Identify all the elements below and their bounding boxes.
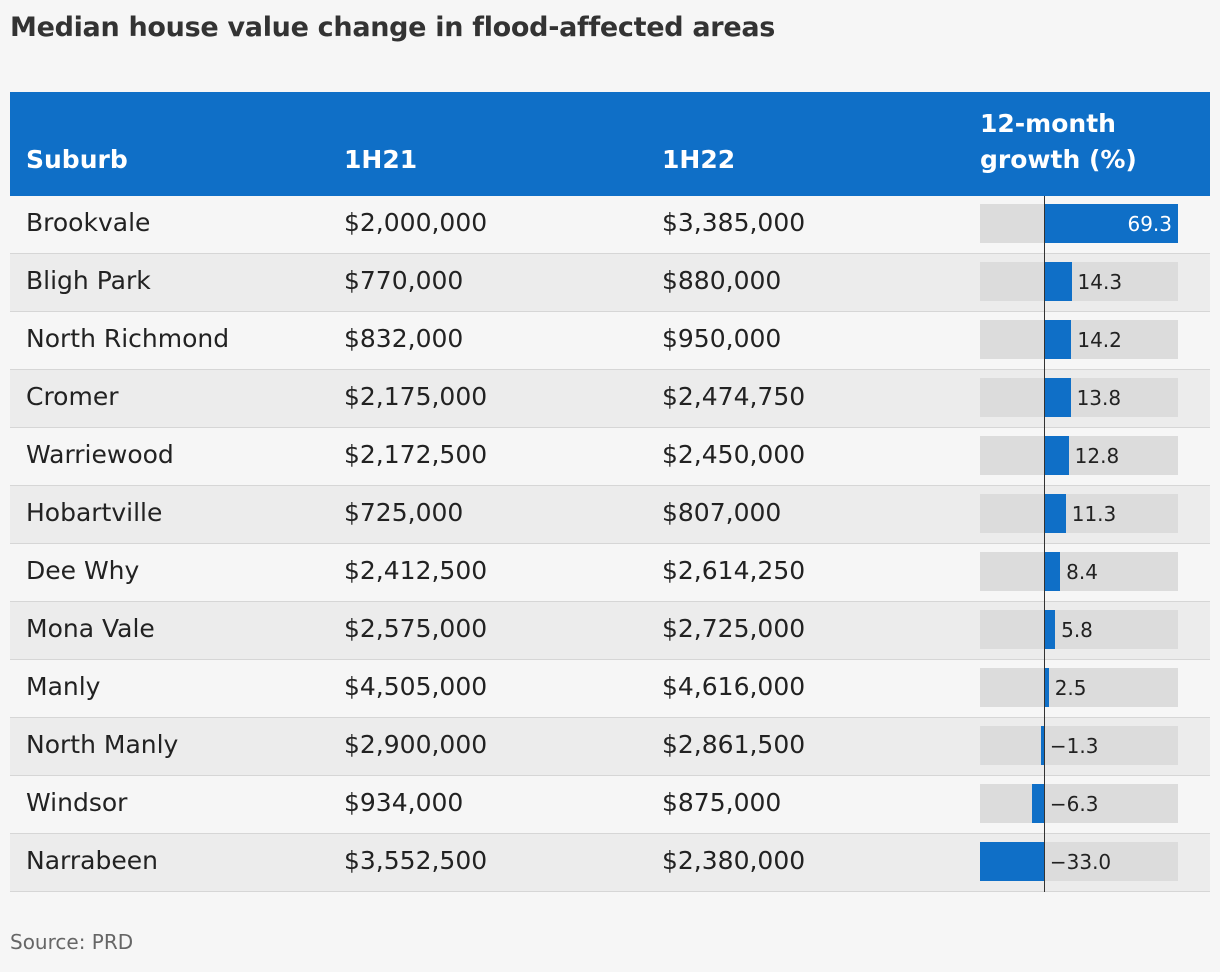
value-1h22-cell: $2,474,750 <box>662 382 806 411</box>
value-1h21-cell: $4,505,000 <box>344 672 488 701</box>
value-1h21-cell: $832,000 <box>344 324 464 353</box>
growth-bar-track: −6.3 <box>980 784 1178 823</box>
table-row: North Manly $2,900,000 $2,861,500 −1.3 <box>10 718 1210 776</box>
growth-bar-track: −1.3 <box>980 726 1178 765</box>
growth-value-label: 2.5 <box>1054 676 1087 700</box>
value-1h22-cell: $2,861,500 <box>662 730 806 759</box>
suburb-cell: Brookvale <box>26 208 151 237</box>
growth-value-label: 69.3 <box>1127 212 1172 236</box>
growth-value-label: 14.3 <box>1077 270 1123 294</box>
table-header: Suburb 1H21 1H22 12-month growth (%) <box>10 92 1210 196</box>
suburb-cell: Warriewood <box>26 440 174 469</box>
growth-bar <box>1043 494 1066 533</box>
value-1h22-cell: $4,616,000 <box>662 672 806 701</box>
growth-bar-track: −33.0 <box>980 842 1178 881</box>
source-note: Source: PRD <box>10 930 134 954</box>
table-row: Dee Why $2,412,500 $2,614,250 8.4 <box>10 544 1210 602</box>
table-body: Brookvale $2,000,000 $3,385,000 69.3 Bligh P… <box>10 196 1210 892</box>
table-row: Bligh Park $770,000 $880,000 14.3 <box>10 254 1210 312</box>
growth-bar-track: 13.8 <box>980 378 1178 417</box>
table-row: Hobartville $725,000 $807,000 11.3 <box>10 486 1210 544</box>
growth-value-label: 5.8 <box>1061 618 1093 642</box>
table-row: Brookvale $2,000,000 $3,385,000 69.3 <box>10 196 1210 254</box>
column-header-1h21: 1H21 <box>344 145 418 174</box>
suburb-cell: Dee Why <box>26 556 140 585</box>
column-header-suburb: Suburb <box>26 145 128 174</box>
table-row: Warriewood $2,172,500 $2,450,000 12.8 <box>10 428 1210 486</box>
growth-value-label: −1.3 <box>1049 734 1099 758</box>
growth-value-label: 8.4 <box>1066 560 1098 584</box>
growth-value-label: 11.3 <box>1071 502 1117 526</box>
growth-value-label: −33.0 <box>1049 850 1112 874</box>
suburb-cell: Bligh Park <box>26 266 151 295</box>
suburb-cell: Mona Vale <box>26 614 155 643</box>
growth-value-label: 12.8 <box>1074 444 1120 468</box>
value-1h22-cell: $2,450,000 <box>662 440 806 469</box>
value-1h21-cell: $2,900,000 <box>344 730 488 759</box>
growth-bar-track: 14.2 <box>980 320 1178 359</box>
suburb-cell: Narrabeen <box>26 846 158 875</box>
growth-bar <box>1041 726 1044 765</box>
growth-bar <box>1043 262 1072 301</box>
column-header-growth: 12-month growth (%) <box>980 109 1137 174</box>
chart-title: Median house value change in flood-affec… <box>10 12 776 43</box>
suburb-cell: North Manly <box>26 730 179 759</box>
value-1h21-cell: $2,175,000 <box>344 382 488 411</box>
growth-bar <box>1043 436 1069 475</box>
value-1h22-cell: $875,000 <box>662 788 782 817</box>
growth-bar <box>1043 552 1061 591</box>
growth-bar <box>980 842 1044 881</box>
value-1h22-cell: $880,000 <box>662 266 782 295</box>
growth-bar-track: 12.8 <box>980 436 1178 475</box>
value-1h21-cell: $2,575,000 <box>344 614 488 643</box>
table-row: Mona Vale $2,575,000 $2,725,000 5.8 <box>10 602 1210 660</box>
column-header-1h22: 1H22 <box>662 145 736 174</box>
table-row: Windsor $934,000 $875,000 −6.3 <box>10 776 1210 834</box>
value-1h21-cell: $2,000,000 <box>344 208 488 237</box>
growth-bar-track: 69.3 <box>980 204 1178 243</box>
suburb-cell: Cromer <box>26 382 119 411</box>
value-1h22-cell: $2,725,000 <box>662 614 806 643</box>
growth-bar <box>1043 610 1056 649</box>
suburb-cell: Hobartville <box>26 498 163 527</box>
zero-axis-line <box>1043 196 1045 892</box>
growth-bar <box>1043 378 1071 417</box>
growth-bar-track: 14.3 <box>980 262 1178 301</box>
growth-bar-track: 2.5 <box>980 668 1178 707</box>
table-row: North Richmond $832,000 $950,000 14.2 <box>10 312 1210 370</box>
value-1h21-cell: $2,412,500 <box>344 556 488 585</box>
value-1h21-cell: $770,000 <box>344 266 464 295</box>
growth-value-label: −6.3 <box>1049 792 1099 816</box>
suburb-cell: North Richmond <box>26 324 230 353</box>
growth-bar-track: 5.8 <box>980 610 1178 649</box>
suburb-cell: Manly <box>26 672 101 701</box>
value-1h22-cell: $2,380,000 <box>662 846 806 875</box>
table-row: Manly $4,505,000 $4,616,000 2.5 <box>10 660 1210 718</box>
value-1h22-cell: $950,000 <box>662 324 782 353</box>
suburb-cell: Windsor <box>26 788 128 817</box>
value-1h22-cell: $3,385,000 <box>662 208 806 237</box>
growth-bar-track: 11.3 <box>980 494 1178 533</box>
value-1h21-cell: $2,172,500 <box>344 440 488 469</box>
growth-bar <box>1043 668 1049 707</box>
growth-bar <box>1043 204 1178 243</box>
growth-value-label: 14.2 <box>1077 328 1122 352</box>
growth-bar <box>1031 784 1044 823</box>
growth-bar <box>1043 320 1072 359</box>
data-table: Suburb 1H21 1H22 12-month growth (%) Bro… <box>10 92 1210 892</box>
value-1h21-cell: $934,000 <box>344 788 464 817</box>
growth-bar-track: 8.4 <box>980 552 1178 591</box>
value-1h22-cell: $2,614,250 <box>662 556 806 585</box>
table-row: Narrabeen $3,552,500 $2,380,000 −33.0 <box>10 834 1210 892</box>
growth-value-label: 13.8 <box>1076 386 1122 410</box>
value-1h21-cell: $725,000 <box>344 498 464 527</box>
value-1h22-cell: $807,000 <box>662 498 782 527</box>
value-1h21-cell: $3,552,500 <box>344 846 488 875</box>
table-row: Cromer $2,175,000 $2,474,750 13.8 <box>10 370 1210 428</box>
